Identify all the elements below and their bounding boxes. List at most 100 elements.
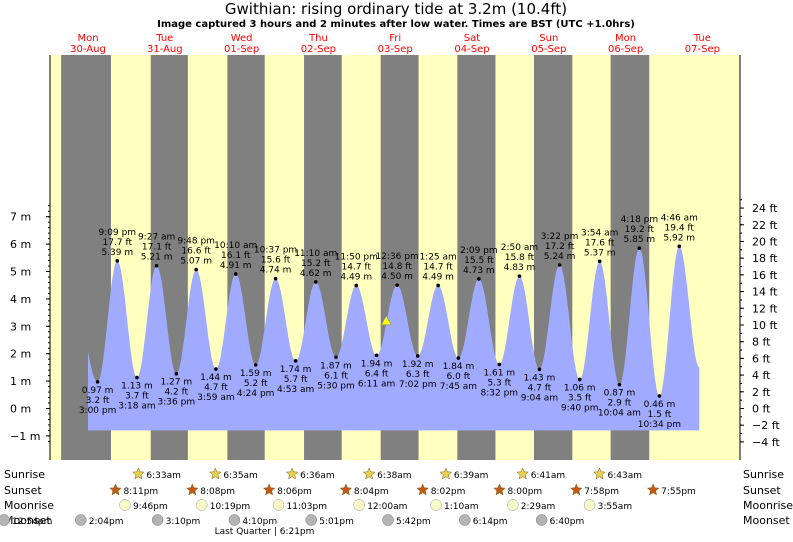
day-name: Thu: [308, 33, 328, 44]
tide-point: [253, 363, 258, 367]
moonrise-icon: [353, 499, 365, 511]
tide-label: 7:45 am: [440, 382, 477, 392]
sunset-icon: [646, 483, 660, 496]
moonrise-icon: [196, 499, 208, 511]
tide-label: 12:36 pm: [375, 252, 418, 262]
tide-label: 4.83 m: [504, 263, 536, 273]
tide-point: [115, 259, 120, 263]
moonset-icon: [535, 514, 548, 526]
row-label-left: Sunset: [4, 484, 42, 497]
tide-label: 3:22 pm: [541, 232, 579, 242]
tide-label: 15.5 ft: [464, 256, 494, 266]
day-date: 07-Sep: [685, 44, 720, 55]
tide-label: 5.7 ft: [284, 375, 308, 385]
moonset-icon: [151, 514, 164, 526]
moonset-time: 5:01pm: [319, 517, 354, 527]
tide-point: [154, 263, 159, 268]
tide-point: [456, 356, 461, 360]
sunrise-time: 6:33am: [146, 471, 181, 481]
sunrise-time: 6:36am: [300, 471, 335, 481]
tide-label: 5.3 ft: [487, 378, 511, 388]
day-date: 31-Aug: [147, 44, 183, 55]
tide-point: [374, 353, 379, 358]
tide-area: [88, 246, 700, 431]
tide-label: 1.5 ft: [648, 410, 672, 420]
tide-label: 3:00 pm: [79, 406, 117, 416]
sunset-icon: [569, 483, 583, 496]
moonrise-time: 9:46pm: [133, 502, 168, 512]
sunset-time: 7:55pm: [661, 487, 696, 497]
sunset-icon: [109, 483, 122, 496]
right-tick-label: 0 ft: [752, 403, 771, 416]
right-tick-label: 20 ft: [752, 235, 778, 248]
tide-point: [517, 274, 522, 278]
day-date: 06-Sep: [608, 44, 643, 55]
tide-point: [135, 375, 139, 380]
right-tick-label: 8 ft: [752, 336, 771, 349]
row-label-right: Sunrise: [743, 468, 784, 481]
tide-point: [273, 276, 278, 281]
sunset-time: 8:06pm: [277, 487, 312, 497]
moonrise-icon: [507, 499, 519, 511]
moonrise-time: 3:55am: [598, 502, 633, 512]
tide-label: 4:24 pm: [237, 389, 275, 399]
chart-title: Gwithian: rising ordinary tide at 3.2m (…: [225, 0, 567, 18]
day-name: Mon: [615, 33, 636, 44]
tide-label: 17.1 ft: [142, 243, 172, 253]
left-tick-label: 1 m: [10, 375, 31, 388]
left-tick-label: 0 m: [10, 403, 31, 416]
tide-label: 5.39 m: [101, 248, 133, 258]
tide-point: [95, 380, 100, 384]
day-date: 30-Aug: [70, 44, 106, 55]
tide-label: 6.0 ft: [447, 372, 471, 382]
sunset-icon: [416, 483, 430, 496]
tide-label: 19.2 ft: [625, 225, 655, 235]
tide-label: 4.49 m: [340, 272, 372, 282]
tide-label: 6.4 ft: [365, 369, 389, 379]
current-tide-marker: [380, 315, 392, 326]
sunrise-icon: [362, 467, 376, 480]
row-label-right: Sunset: [743, 484, 781, 497]
sunrise-icon: [285, 467, 299, 480]
left-tick-label: 3 m: [10, 320, 31, 333]
tide-label: 1.84 m: [443, 362, 475, 372]
tide-label: 4.73 m: [463, 266, 495, 276]
tide-point: [537, 367, 542, 372]
tide-label: 14.7 ft: [423, 262, 453, 272]
day-name: Sat: [464, 33, 480, 44]
tide-label: 10:10 am: [214, 241, 257, 251]
row-label-left: Moonrise: [4, 499, 54, 512]
sunrise-icon: [439, 467, 453, 480]
day-name: Wed: [231, 33, 253, 44]
tide-point: [577, 377, 582, 382]
tide-label: 4.49 m: [422, 272, 454, 282]
tide-label: 5.24 m: [544, 252, 576, 262]
left-tick-label: 2 m: [10, 348, 31, 361]
moonset-icon: [75, 514, 87, 526]
tide-point: [313, 280, 318, 284]
tide-label: 4:46 am: [661, 213, 698, 223]
left-tick-label: −1 m: [10, 430, 40, 443]
tide-label: 9:27 am: [138, 233, 175, 243]
tide-label: 9:40 pm: [561, 403, 599, 413]
day-date: 04-Sep: [454, 44, 489, 55]
moonrise-time: 2:29am: [521, 502, 556, 512]
day-name: Mon: [77, 33, 98, 44]
tide-label: 6:11 am: [358, 379, 395, 389]
tide-point: [497, 362, 502, 367]
tide-label: 1.74 m: [280, 365, 312, 375]
tide-label: 14.8 ft: [382, 262, 412, 272]
tide-point: [415, 354, 420, 358]
sunset-time: 8:11pm: [124, 487, 159, 497]
moonrise-icon: [583, 499, 596, 511]
axes: −1 m 0 m 1 m 2 m 3 m 4 m 5 m 6 m 7 m −4 ft −2 ft 0 …: [10, 55, 780, 460]
tide-point: [657, 394, 662, 398]
tide-label: 3.2 ft: [86, 396, 110, 406]
moonset-time: 6:14pm: [473, 517, 508, 527]
tide-label: 3:59 am: [197, 393, 234, 403]
row-label-right: Moonset: [743, 514, 790, 527]
moonset-time: 2:04pm: [89, 517, 124, 527]
tide-label: 4.50 m: [381, 272, 413, 282]
moonrise-icon: [272, 499, 285, 511]
right-tick-label: 2 ft: [752, 386, 771, 399]
